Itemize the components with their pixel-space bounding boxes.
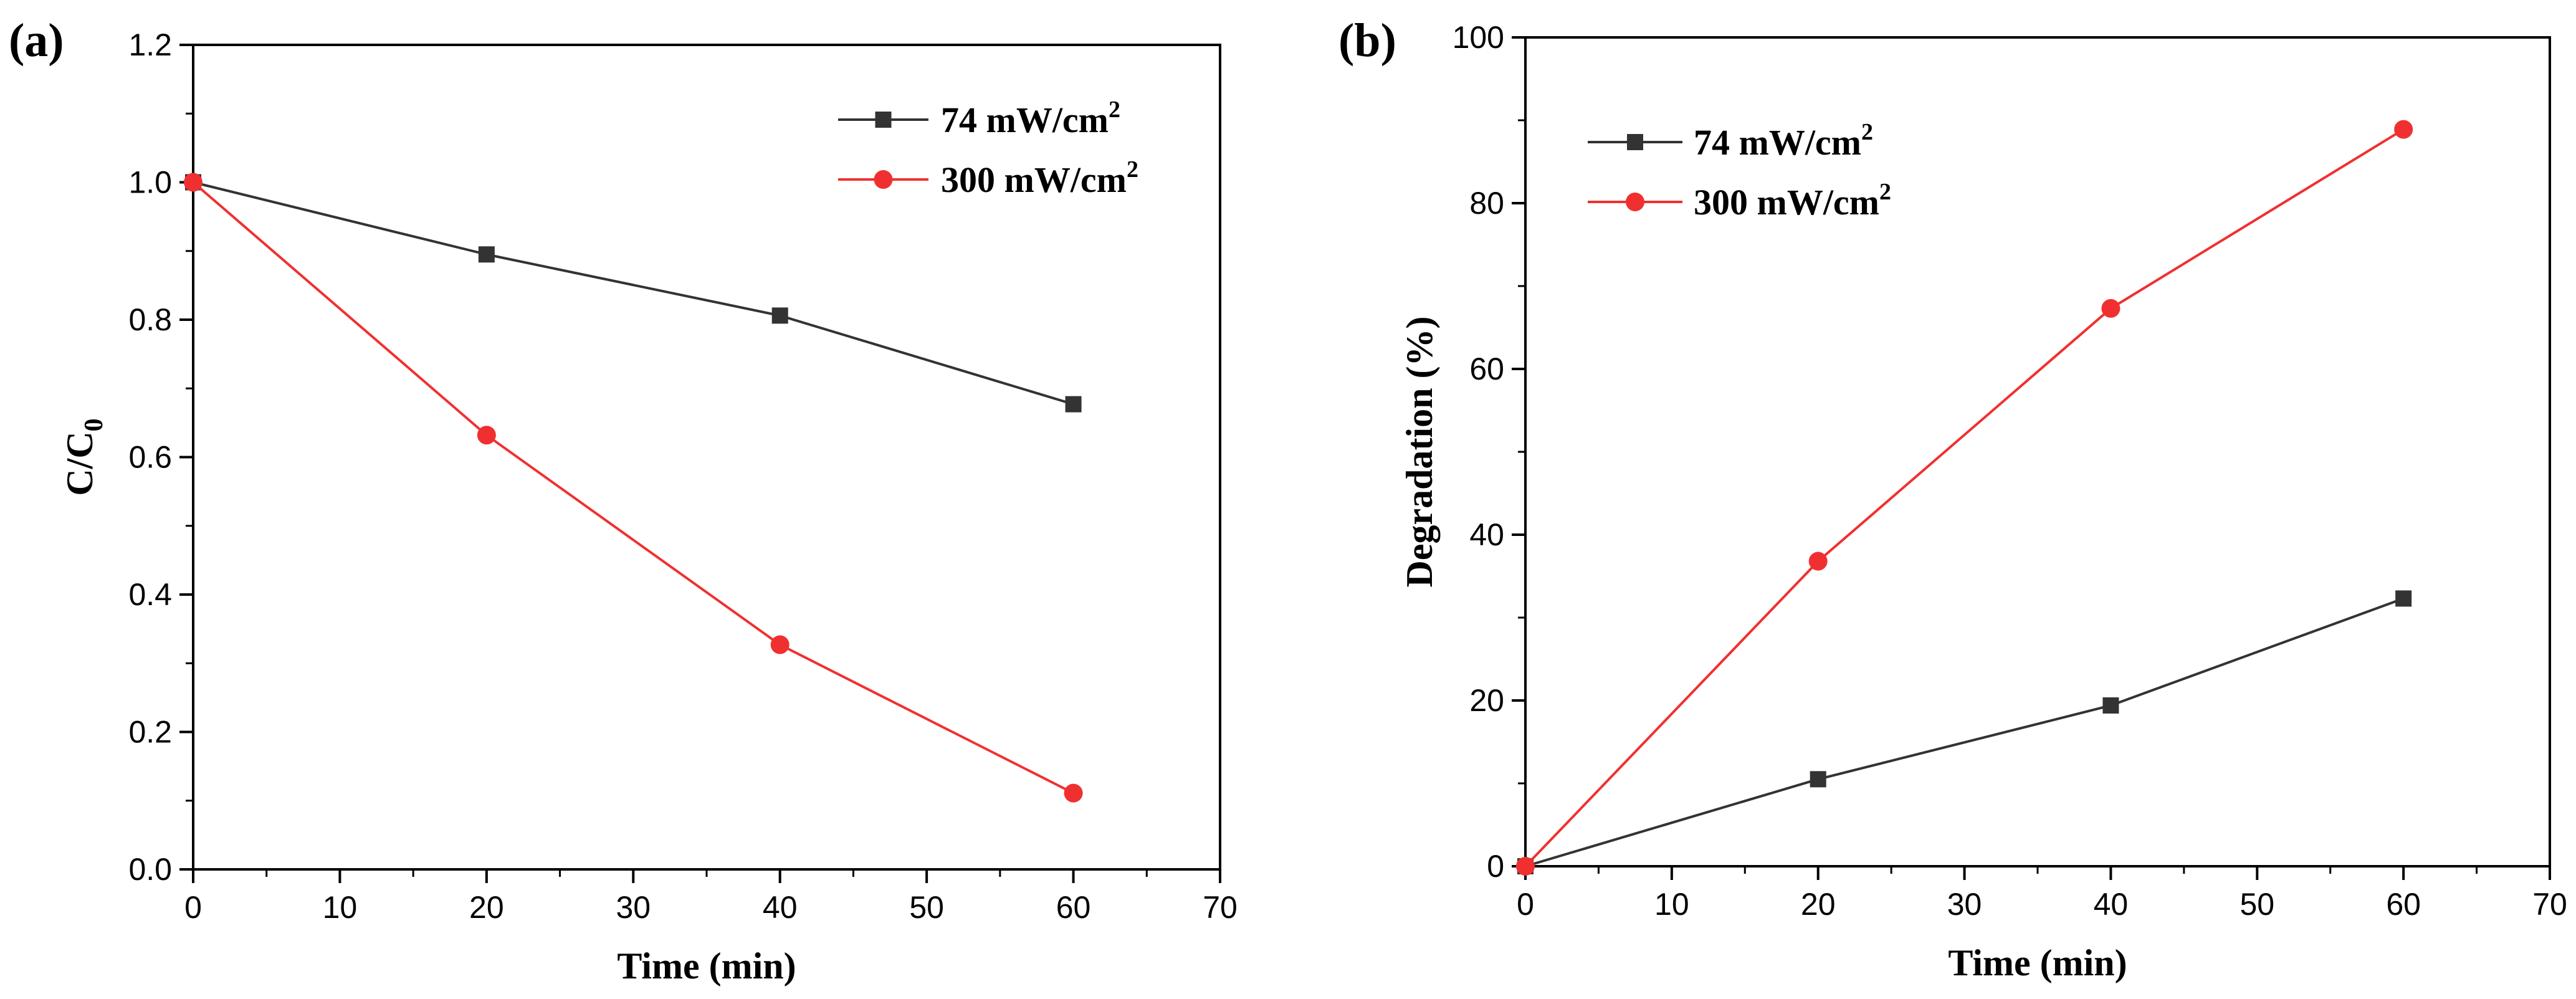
- panel-b-y-axis-title: Degradation (%): [1399, 317, 1440, 588]
- panel-a-y-tick-label: 0.2: [128, 715, 172, 750]
- panel-a-series-300-point: [184, 173, 203, 192]
- panel-a-x-tick-label: 50: [909, 890, 944, 925]
- panel-a-x-tick-label: 40: [763, 890, 798, 925]
- panel-a-y-tick-label: 0.4: [128, 577, 172, 612]
- panel-b-x-axis-title: Time (min): [1948, 942, 2127, 983]
- panel-b-y-tick-label: 60: [1469, 351, 1504, 386]
- panel-b-y-axis-title-text: Degradation (%): [1399, 317, 1440, 588]
- panel-b-y-tick-label: 20: [1469, 683, 1504, 718]
- panel-a-y-axis-title-text: C/C: [59, 431, 100, 495]
- panel-a-panel-label: (a): [9, 14, 64, 67]
- panel-b-panel-label: (b): [1338, 14, 1396, 67]
- panel-a-legend-300-label: 300 mW/cm2: [941, 156, 1138, 200]
- panel-b-x-tick-label: 70: [2532, 887, 2567, 922]
- panel-b-legend-300-label: 300 mW/cm2: [1694, 179, 1891, 222]
- panel-b-x-tick-label: 30: [1947, 887, 1982, 922]
- panel-b-series-74-point: [2395, 590, 2412, 607]
- panel-b-legend-74-label: 74 mW/cm2: [1694, 119, 1873, 163]
- panel-b-x-tick-label: 0: [1517, 887, 1534, 922]
- panel-a-x-tick-label: 0: [184, 890, 202, 925]
- panel-b-y-tick-label: 100: [1453, 20, 1504, 55]
- panel-a-y-tick-label: 0.0: [128, 852, 172, 887]
- panel-a-x-tick-label: 10: [323, 890, 358, 925]
- panel-b-legend-300-text: 300 mW/cm: [1694, 182, 1879, 222]
- panel-b-x-tick-label: 40: [2094, 887, 2129, 922]
- panel-a-legend-74-superscript: 2: [1109, 97, 1120, 123]
- panel-b-legend-74-text: 74 mW/cm: [1694, 122, 1861, 163]
- panel-a-legend-74-label: 74 mW/cm2: [941, 97, 1120, 140]
- panel-a-series-300-point: [1064, 783, 1083, 803]
- panel-b-y-tick-label: 0: [1487, 849, 1504, 884]
- panel-b-legend-300-superscript: 2: [1879, 179, 1891, 205]
- panel-a-legend-74-marker: [875, 112, 892, 128]
- panel-a-x-tick-label: 30: [616, 890, 651, 925]
- panel-b-legend-74-marker: [1627, 134, 1643, 150]
- panel-a-series-74-point: [771, 307, 788, 324]
- panel-b-series-74-line: [1525, 597, 2404, 868]
- panel-a-series-300-point: [477, 426, 496, 445]
- panel-a-y-axis-title: C/C0: [59, 418, 108, 495]
- panel-a-legend-300-text: 300 mW/cm: [941, 160, 1127, 200]
- panel-a-x-tick-label: 70: [1203, 890, 1238, 925]
- panel-b-series-300-point: [2394, 120, 2413, 139]
- panel-a-legend-300-marker: [874, 170, 893, 189]
- panel-a-x-axis-title: Time (min): [617, 945, 796, 987]
- panel-a-y-tick-label: 0.6: [128, 440, 172, 475]
- panel-b-series-74-point: [1810, 771, 1826, 788]
- panel-b-legend-74-superscript: 2: [1861, 119, 1873, 145]
- panel-a-legend-74-text: 74 mW/cm: [941, 100, 1109, 140]
- panel-a-y-axis-title-subscript: 0: [80, 418, 108, 431]
- panel-b-x-tick-label: 10: [1654, 887, 1689, 922]
- panel-a-y-tick-label: 1.2: [128, 27, 172, 62]
- panel-a-series-74-point: [1065, 396, 1082, 413]
- panel-a-x-tick-label: 60: [1056, 890, 1091, 925]
- panel-b-chart: 0 10 20 30 40 50 60 70 0 20 40 60 80 100 (b) Time (min)…: [1338, 14, 2567, 983]
- panel-a-series-74-point: [478, 246, 495, 263]
- panel-b-x-tick-label: 20: [1801, 887, 1836, 922]
- panel-a-x-tick-label: 20: [469, 890, 504, 925]
- panel-a-series-300-point: [770, 635, 789, 654]
- panel-b-series-74-point: [2102, 697, 2119, 714]
- panel-b-x-tick-label: 50: [2240, 887, 2274, 922]
- panel-a-chart: 0 10 20 30 40 50 60 700.00.20.40.60.81.01.2(a)T…: [9, 14, 1238, 987]
- panel-b-series-300-point: [1516, 857, 1535, 876]
- panel-b-series-300-line: [1524, 128, 2405, 868]
- panel-b-y-tick-label: 40: [1469, 517, 1504, 552]
- panel-a-y-tick-label: 0.8: [128, 302, 172, 337]
- panel-a-series-74-line: [193, 181, 1074, 406]
- panel-b-x-tick-label: 60: [2386, 887, 2421, 922]
- panel-b-series-300-point: [2101, 299, 2120, 318]
- panel-b-series-300-point: [1808, 552, 1828, 571]
- panel-a-series-300-line: [192, 181, 1074, 795]
- panel-b-y-tick-label: 80: [1469, 186, 1504, 221]
- panel-b-legend-300-marker: [1626, 193, 1644, 211]
- panel-a-y-tick-label: 1.0: [128, 165, 172, 200]
- panel-a-legend-300-superscript: 2: [1127, 156, 1138, 183]
